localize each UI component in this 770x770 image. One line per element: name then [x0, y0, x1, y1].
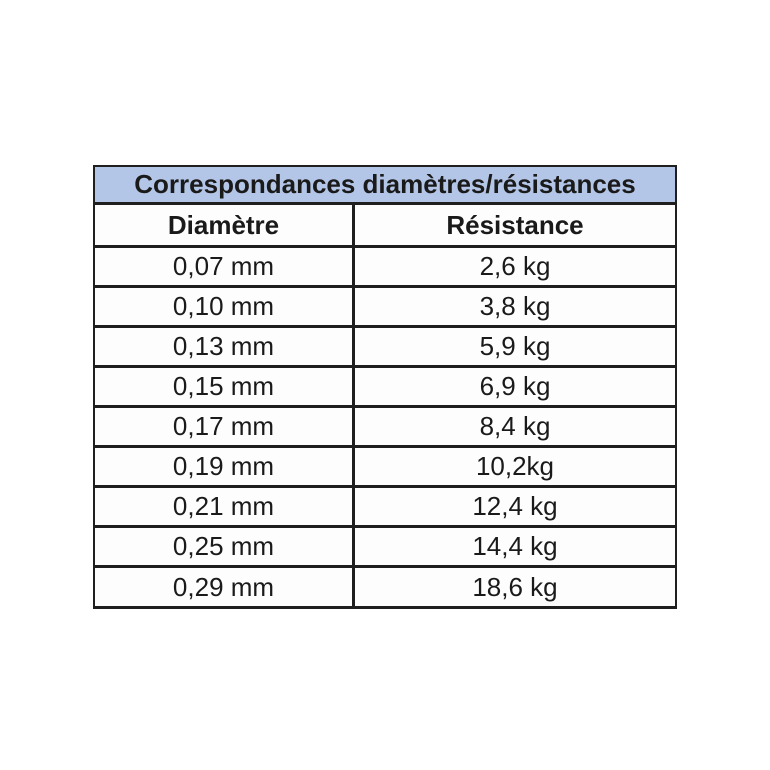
resistance-cell: 3,8 kg: [479, 291, 551, 321]
resistance-cell: 10,2kg: [475, 451, 555, 481]
diameter-cell: 0,25 mm: [95, 528, 355, 565]
diameter-cell: 0,10 mm: [95, 288, 355, 325]
table-header-row: Diamètre Résistance: [95, 205, 675, 248]
resistance-cell: 5,9 kg: [479, 331, 551, 361]
table-row: 0,25 mm 14,4 kg: [95, 528, 675, 568]
table-row: 0,07 mm 2,6 kg: [95, 248, 675, 288]
resistance-cell: 18,6 kg: [472, 571, 558, 602]
diameter-cell: 0,07 mm: [95, 248, 355, 285]
column-header-resistance: Résistance: [446, 209, 584, 240]
diameter-cell: 0,19 mm: [95, 448, 355, 485]
table-row: 0,17 mm 8,4 kg: [95, 408, 675, 448]
resistance-cell: 14,4 kg: [472, 531, 558, 561]
resistance-cell: 2,6 kg: [479, 251, 551, 281]
diameter-cell: 0,29 mm: [95, 568, 355, 606]
resistance-cell: 6,9 kg: [479, 371, 551, 401]
table-row: 0,29 mm 18,6 kg: [95, 568, 675, 606]
table-title: Correspondances diamètres/résistances: [95, 167, 675, 205]
diameter-cell: 0,15 mm: [95, 368, 355, 405]
table-row: 0,15 mm 6,9 kg: [95, 368, 675, 408]
table-row: 0,13 mm 5,9 kg: [95, 328, 675, 368]
resistance-cell: 12,4 kg: [472, 491, 558, 521]
diameter-cell: 0,21 mm: [95, 488, 355, 525]
table-row: 0,19 mm 10,2kg: [95, 448, 675, 488]
diameter-cell: 0,17 mm: [95, 408, 355, 445]
resistance-cell: 8,4 kg: [479, 411, 551, 441]
column-header-diameter: Diamètre: [95, 205, 355, 245]
diameter-cell: 0,13 mm: [95, 328, 355, 365]
table-row: 0,10 mm 3,8 kg: [95, 288, 675, 328]
correspondence-table: Correspondances diamètres/résistances Di…: [93, 165, 677, 609]
table-row: 0,21 mm 12,4 kg: [95, 488, 675, 528]
